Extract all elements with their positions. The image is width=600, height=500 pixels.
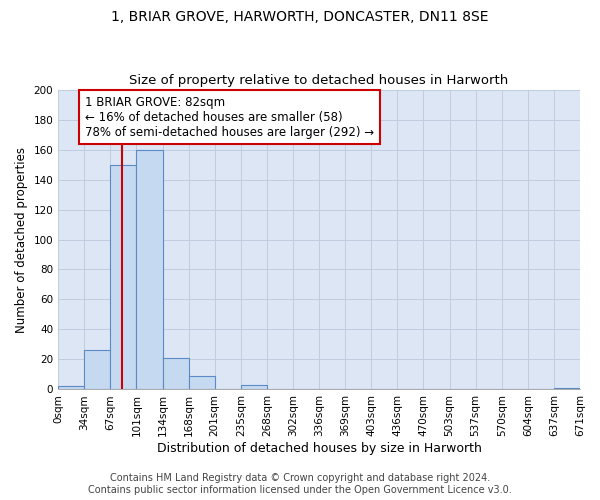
Title: Size of property relative to detached houses in Harworth: Size of property relative to detached ho…	[130, 74, 509, 87]
Bar	[110, 164, 136, 390]
Text: 1, BRIAR GROVE, HARWORTH, DONCASTER, DN11 8SE: 1, BRIAR GROVE, HARWORTH, DONCASTER, DN1…	[111, 10, 489, 24]
X-axis label: Distribution of detached houses by size in Harworth: Distribution of detached houses by size …	[157, 442, 482, 455]
Bar	[136, 150, 163, 390]
Bar	[554, 388, 580, 390]
Bar	[58, 386, 84, 390]
Bar	[188, 376, 215, 390]
Bar	[84, 350, 110, 390]
Y-axis label: Number of detached properties: Number of detached properties	[15, 146, 28, 332]
Text: 1 BRIAR GROVE: 82sqm
← 16% of detached houses are smaller (58)
78% of semi-detac: 1 BRIAR GROVE: 82sqm ← 16% of detached h…	[85, 96, 374, 138]
Bar	[163, 358, 188, 390]
Bar	[241, 385, 267, 390]
Text: Contains HM Land Registry data © Crown copyright and database right 2024.
Contai: Contains HM Land Registry data © Crown c…	[88, 474, 512, 495]
